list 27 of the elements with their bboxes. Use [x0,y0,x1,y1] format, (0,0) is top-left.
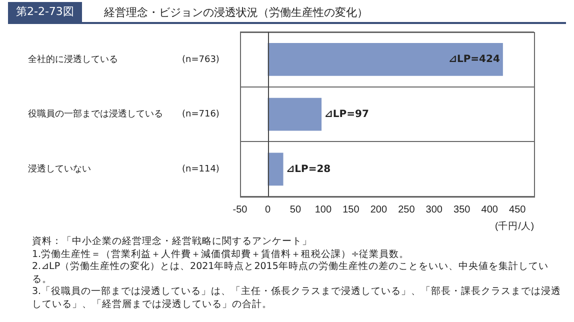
x-tick-label: 150 [342,204,360,216]
x-tick-label: 200 [370,204,388,216]
text: 3.「役職員の一部までは浸透している」は、「主任・係長クラスまで浸透している」、「部長・課長クラスまでは浸透している」、「経営層までは浸透している」の合計。 [32,286,562,311]
data-label: ⊿LP=28 [286,164,331,175]
bar [268,152,284,186]
x-axis-title: (千円/人) [495,220,534,232]
bar [268,42,503,76]
data-label: ⊿LP=97 [324,108,369,120]
x-tick-label: -50 [232,204,248,216]
category-label: 役職員の一部までは浸透している (n=716) [28,110,220,120]
x-tick-label: 450 [509,204,526,216]
bar [268,98,322,131]
x-tick-label: 350 [454,204,471,216]
x-tick-label: 300 [426,204,443,216]
x-tick-label: 250 [398,204,416,216]
x-tick-label: 0 [264,204,271,216]
category-label: 浸透していない (n=114) [28,164,220,175]
x-tick-label: 50 [290,204,302,216]
text: 資料：「中小企業の経営理念・経営戦略に関するアンケート」 [32,236,313,248]
data-label: ⊿LP=424 [448,54,500,66]
x-tick-label: 400 [481,204,498,216]
text: 第2-2-73図 [8,2,82,22]
text: 1.労働生産性＝（営業利益＋人件費＋減価償却費＋賃借料＋租税公課）÷従業員数。 [32,248,410,261]
text: 2.⊿LP（労働生産性の変化）とは、2021年時点と2015年時点の労働生産性の差のことをいい、中央値を集計している。 [32,261,550,286]
chart-subtitle: 経営理念・ビジョンの浸透状況（労働生産性の変化） [104,4,368,20]
x-tick-label: 100 [314,204,332,216]
category-label: 全社的に浸透している (n=763) [28,54,220,65]
